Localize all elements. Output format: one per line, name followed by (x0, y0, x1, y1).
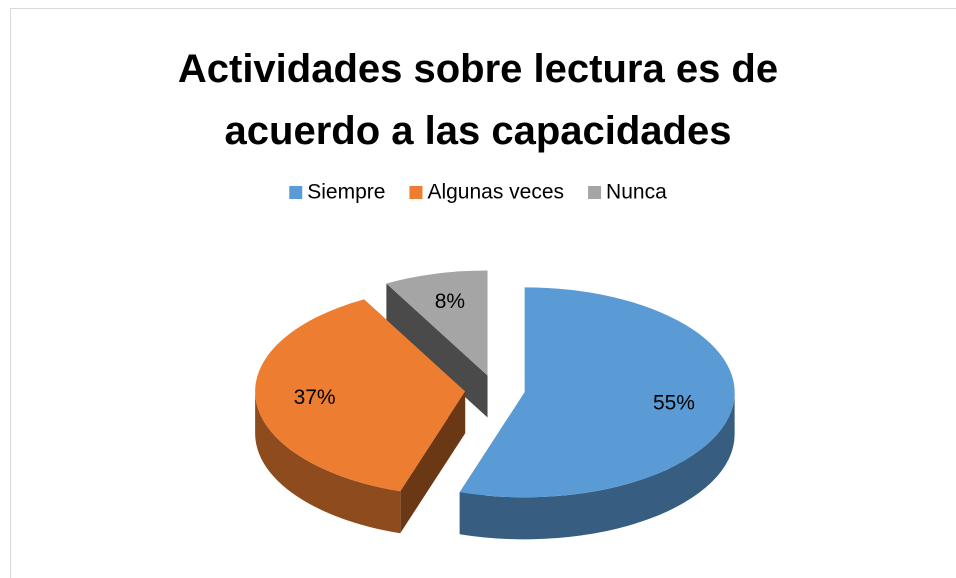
slice-side (459, 392, 735, 540)
legend-label: Siempre (307, 181, 385, 204)
chart-title: Actividades sobre lectura es de acuerdo … (177, 47, 779, 153)
pie-slice (459, 287, 735, 498)
data-label: 55% (653, 392, 695, 415)
data-label: 37% (294, 386, 336, 409)
pie-slice (255, 299, 466, 492)
legend-label: Algunas veces (427, 181, 564, 204)
legend-label: Nunca (606, 181, 667, 204)
legend: Siempre Algunas veces Nunca (289, 181, 667, 204)
legend-swatch (588, 186, 602, 199)
slice-edge (386, 283, 488, 418)
slice-side (255, 391, 401, 534)
pie-slice (386, 270, 488, 376)
chart-border (10, 8, 956, 578)
data-label: 8% (435, 290, 465, 313)
legend-swatch (289, 186, 303, 199)
legend-swatch (409, 186, 423, 199)
slice-edge (400, 391, 466, 534)
